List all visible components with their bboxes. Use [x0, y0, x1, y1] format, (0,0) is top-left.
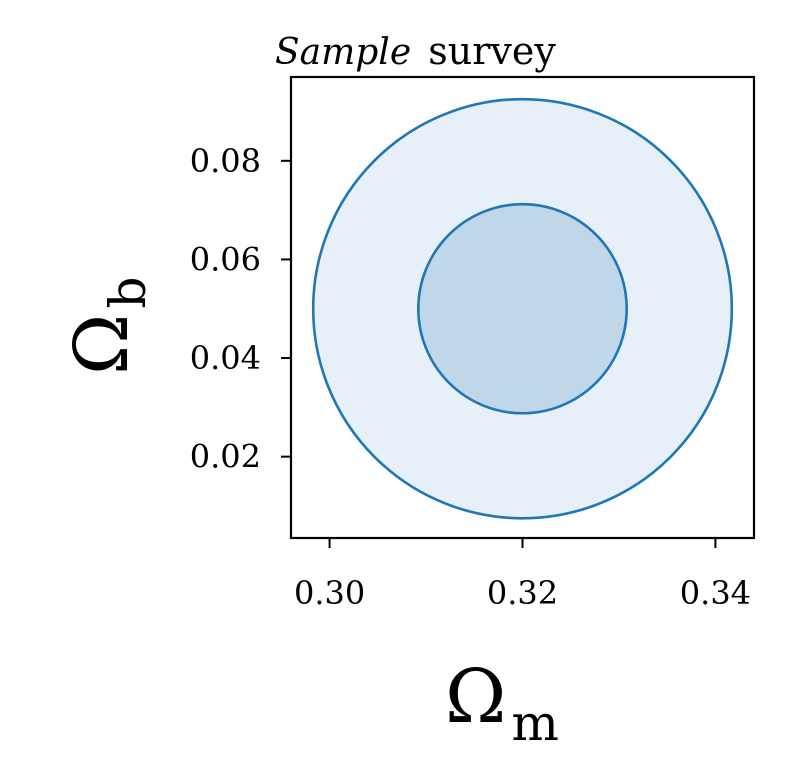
- x-axis-label-symbol: Ω: [445, 654, 506, 740]
- x-axis-label-subscript: m: [511, 694, 558, 752]
- x-tick-label: 0.32: [487, 574, 558, 612]
- x-axis-ticks: 0.30 0.32 0.34: [294, 538, 751, 612]
- y-axis-label: Ω b: [59, 277, 157, 375]
- chart-title-regular: survey: [428, 29, 556, 73]
- y-axis-ticks: 0.02 0.04 0.06 0.08: [190, 142, 291, 476]
- chart-title: Sample survey: [275, 29, 556, 73]
- y-tick-label: 0.06: [190, 240, 261, 278]
- x-tick-label: 0.34: [680, 574, 751, 612]
- x-tick-label: 0.30: [294, 574, 365, 612]
- y-tick-label: 0.08: [190, 142, 261, 180]
- contour-inner: [417, 202, 628, 415]
- chart-title-italic: Sample: [275, 32, 411, 73]
- y-tick-label: 0.04: [190, 339, 261, 377]
- y-axis-label-symbol: Ω: [59, 314, 145, 375]
- y-axis-label-subscript: b: [99, 277, 157, 309]
- y-tick-label: 0.02: [190, 438, 261, 476]
- contour-layer: [311, 97, 734, 520]
- x-axis-label: Ω m: [445, 654, 559, 752]
